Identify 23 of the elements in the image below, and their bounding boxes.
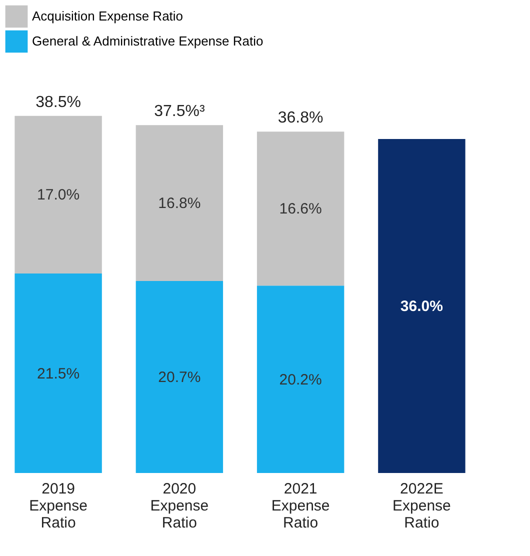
x-tick-label: 2019 Expense Ratio <box>29 480 88 532</box>
x-tick-label: 2020 Expense Ratio <box>150 480 209 532</box>
bar <box>256 132 344 286</box>
bar <box>14 274 102 473</box>
bar <box>136 280 224 473</box>
data-label: 36.0% <box>400 298 443 316</box>
data-label: 16.8% <box>158 195 201 212</box>
data-label: 17.0% <box>37 186 80 204</box>
data-label: 16.6% <box>279 200 322 218</box>
bar <box>136 125 224 281</box>
data-label: 20.7% <box>158 368 201 386</box>
legend-label: Acquisition Expense Ratio <box>32 8 184 24</box>
data-label: 20.2% <box>279 371 322 388</box>
total-label: 36.8% <box>278 110 324 127</box>
x-tick-label: 2022E Expense Ratio <box>392 480 451 532</box>
x-tick-label: 2021 Expense Ratio <box>271 480 330 532</box>
bar <box>256 286 344 473</box>
data-label: 21.5% <box>37 365 80 382</box>
legend-label: General & Administrative Expense Ratio <box>32 34 264 48</box>
bar <box>14 116 102 274</box>
total-label: 38.5% <box>36 94 81 111</box>
total-label: 37.5%³ <box>154 103 206 120</box>
bar <box>378 139 466 473</box>
